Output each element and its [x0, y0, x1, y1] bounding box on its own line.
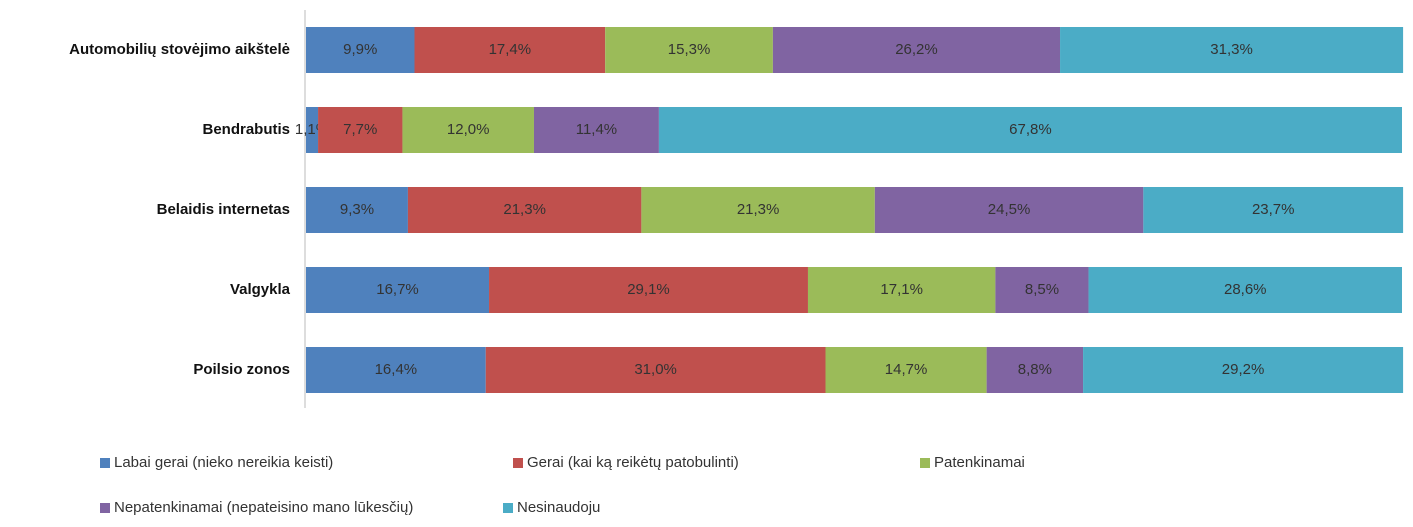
data-label: 24,5%: [988, 201, 1031, 218]
data-label: 21,3%: [737, 201, 780, 218]
data-label: 8,8%: [1018, 361, 1052, 378]
legend-label: Nesinaudoju: [517, 499, 600, 516]
data-label: 16,4%: [375, 361, 418, 378]
legend-swatch: [100, 503, 110, 513]
legend-swatch: [100, 458, 110, 468]
bar-segment: [1060, 27, 1404, 73]
bar-segment: [641, 187, 875, 233]
data-label: 12,0%: [447, 121, 490, 138]
data-label: 11,4%: [576, 121, 617, 138]
data-label: 31,3%: [1210, 41, 1253, 58]
data-label: 14,7%: [885, 361, 928, 378]
bar-segment: [485, 347, 826, 393]
data-label: 9,3%: [340, 201, 374, 218]
data-label: 67,8%: [1009, 121, 1052, 138]
data-label: 23,7%: [1252, 201, 1295, 218]
bar-segment: [407, 187, 642, 233]
legend-swatch: [503, 503, 513, 513]
category-label: Bendrabutis: [202, 121, 290, 138]
legend-label: Nepatenkinamai (nepateisino mano lūkesči…: [114, 499, 413, 516]
bar-segment: [1143, 187, 1404, 233]
bar-segment: [825, 347, 987, 393]
bar-segment: [306, 27, 415, 73]
bar-segment: [658, 107, 1402, 153]
data-label: 29,2%: [1222, 361, 1265, 378]
bar-segment: [772, 27, 1061, 73]
bar-segment: [1083, 347, 1404, 393]
bar-segment: [318, 107, 403, 153]
legend-label: Labai gerai (nieko nereikia keisti): [114, 454, 333, 471]
legend-label: Gerai (kai ką reikėtų patobulinti): [527, 454, 739, 471]
data-label: 29,1%: [627, 281, 670, 298]
bar-segment: [402, 107, 534, 153]
data-label: 17,4%: [489, 41, 532, 58]
bar-segment: [489, 267, 808, 313]
legend-label: Patenkinamai: [934, 454, 1025, 471]
bar-segment: [874, 187, 1144, 233]
category-label: Belaidis internetas: [157, 201, 290, 218]
bar-segment: [306, 347, 486, 393]
data-label: 7,7%: [343, 121, 377, 138]
data-label: 26,2%: [895, 41, 938, 58]
data-label: 9,9%: [343, 41, 377, 58]
data-label: 21,3%: [503, 201, 546, 218]
bar-segment: [986, 347, 1084, 393]
bar-segment: [306, 187, 408, 233]
data-label: 31,0%: [634, 361, 677, 378]
legend-swatch: [920, 458, 930, 468]
bar-segment: [306, 267, 490, 313]
data-label: 8,5%: [1025, 281, 1059, 298]
bar-segment: [807, 267, 996, 313]
category-label: Valgykla: [230, 281, 291, 298]
bar-segment: [414, 27, 606, 73]
bar-segment: [605, 27, 773, 73]
bar-segment: [533, 107, 659, 153]
bar-segment: [306, 107, 319, 153]
category-label: Poilsio zonos: [193, 361, 290, 378]
bar-segment: [1088, 267, 1402, 313]
legend-swatch: [513, 458, 523, 468]
category-label: Automobilių stovėjimo aikštelė: [69, 41, 290, 58]
bar-segment: [995, 267, 1089, 313]
data-label: 15,3%: [668, 41, 711, 58]
data-label: 17,1%: [880, 281, 923, 298]
data-label: 28,6%: [1224, 281, 1267, 298]
data-label: 16,7%: [376, 281, 419, 298]
